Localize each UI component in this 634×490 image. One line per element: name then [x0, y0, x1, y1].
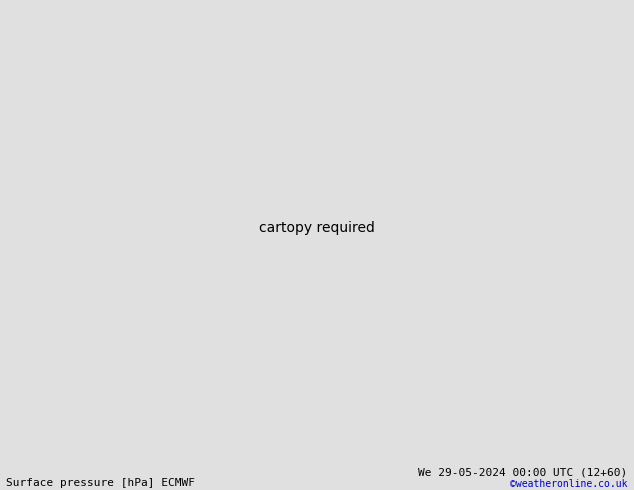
Text: ©weatheronline.co.uk: ©weatheronline.co.uk [510, 479, 628, 489]
Text: Surface pressure [hPa] ECMWF: Surface pressure [hPa] ECMWF [6, 478, 195, 488]
Text: cartopy required: cartopy required [259, 220, 375, 235]
Text: We 29-05-2024 00:00 UTC (12+60): We 29-05-2024 00:00 UTC (12+60) [418, 468, 628, 478]
